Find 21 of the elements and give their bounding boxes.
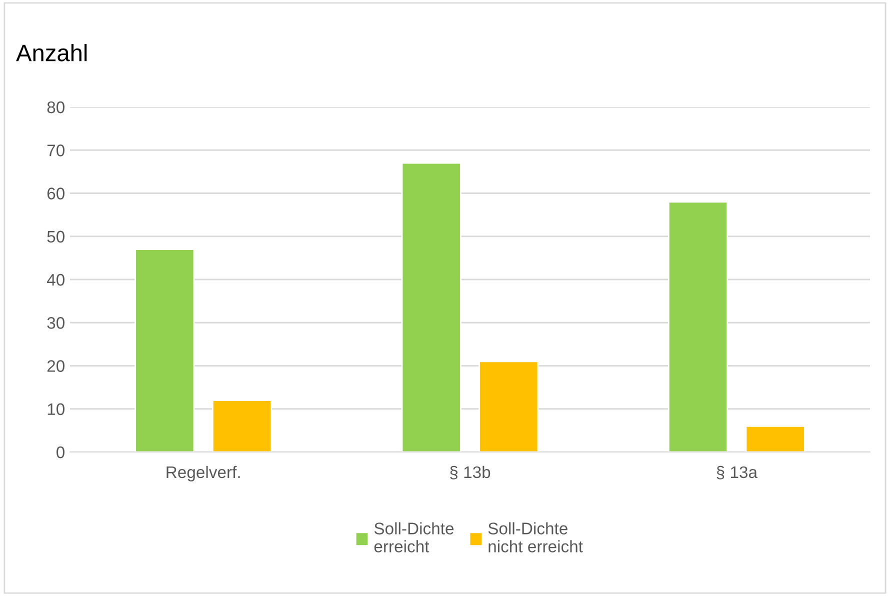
x-tick-label: § 13a [716, 466, 758, 480]
y-tick-label: 30 [47, 317, 64, 329]
legend-label: Soll-Dichte erreicht [374, 522, 454, 552]
y-tick-label: 10 [48, 403, 64, 416]
y-axis-title: Anzahl [16, 44, 87, 62]
y-tick-label: 20 [47, 360, 64, 372]
bar [134, 248, 195, 452]
legend-label: Soll-Dichte nicht erreicht [488, 522, 583, 552]
y-tick-label: 80 [47, 101, 64, 114]
y-tick-label: 60 [47, 188, 64, 200]
bar [212, 400, 272, 452]
bar [401, 162, 462, 452]
x-tick-label: Regelverf. [166, 466, 240, 482]
x-tick-label: § 13b [450, 466, 490, 480]
y-tick-label: 0 [56, 446, 64, 458]
y-tick-label: 50 [47, 230, 64, 243]
bar [478, 360, 539, 452]
y-tick-label: 70 [47, 144, 64, 156]
bar [668, 201, 728, 452]
y-tick-label: 40 [46, 274, 64, 286]
bar [745, 425, 806, 452]
